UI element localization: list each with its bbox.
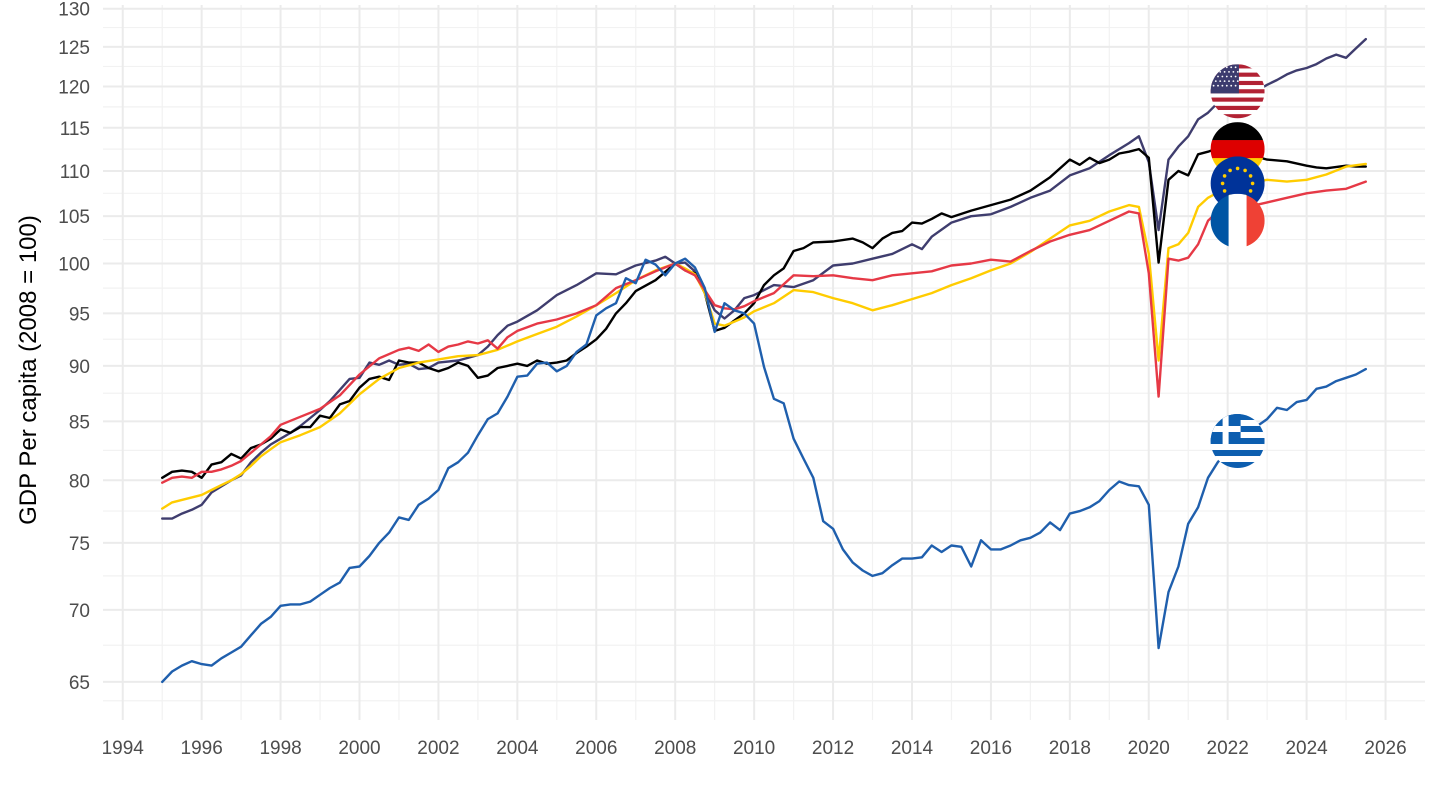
x-tick-label: 2004 [496,738,539,759]
series-line-greece [161,257,1367,684]
greece-flag-icon [1210,414,1265,468]
y-tick-label: 110 [60,162,90,183]
y-tick-label: 125 [58,38,90,59]
x-tick-label: 2024 [1285,738,1328,759]
y-tick-label: 105 [58,207,90,228]
series-line-france [161,180,1367,484]
x-tick-label: 2014 [891,738,934,759]
x-tick-label: 2020 [1128,738,1170,759]
y-axis-title: GDP Per capita (2008 = 100) [15,215,42,525]
france-flag-icon [1210,193,1265,248]
x-tick-label: 2006 [575,738,617,759]
x-axis-tick-labels: 1994 1996 1998 2000 2002 2004 2006 2008 2010 2012… [102,738,1407,759]
y-tick-label: 65 [69,673,90,694]
x-tick-label: 2016 [970,738,1012,759]
y-tick-label: 130 [58,0,90,21]
y-tick-label: 85 [69,412,90,433]
x-tick-label: 2012 [812,738,854,759]
x-tick-label: 2018 [1049,738,1091,759]
flag-legend [1210,64,1265,468]
x-tick-label: 2026 [1364,738,1406,759]
x-tick-label: 2022 [1207,738,1249,759]
y-tick-label: 120 [58,77,90,98]
x-tick-label: 1996 [181,738,223,759]
x-tick-label: 1998 [259,738,301,759]
grid [103,5,1425,720]
series-line-eu [161,162,1367,510]
y-tick-label: 70 [69,601,90,622]
series-line-usa [161,37,1367,520]
x-tick-label: 2008 [654,738,696,759]
x-tick-label: 2010 [733,738,775,759]
x-tick-label: 1994 [102,738,145,759]
x-tick-label: 2000 [338,738,380,759]
y-tick-label: 80 [69,471,90,492]
y-tick-label: 115 [60,119,90,140]
y-tick-label: 95 [69,304,90,325]
y-tick-label: 100 [58,255,90,276]
series-line-germany [161,145,1367,479]
series-lines [161,37,1367,684]
y-tick-label: 90 [69,357,90,378]
usa-flag-icon [1210,64,1265,119]
x-tick-label: 2002 [417,738,459,759]
y-axis-tick-labels: 65 70 75 80 85 90 95 100 105 110 115 120 125 130 [58,0,90,694]
y-tick-label: 75 [69,534,90,555]
